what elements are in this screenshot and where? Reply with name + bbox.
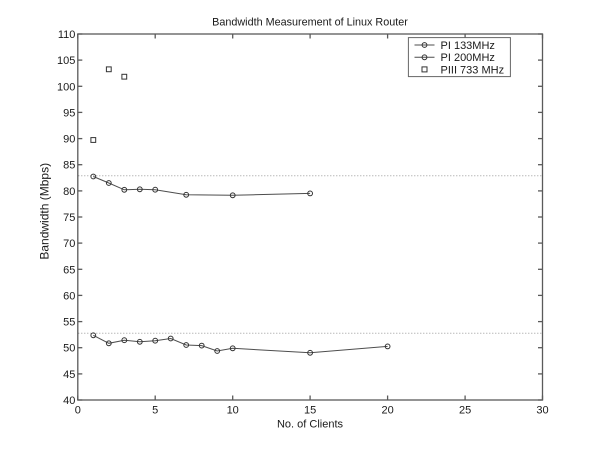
- svg-text:No. of Clients: No. of Clients: [277, 419, 344, 431]
- svg-text:95: 95: [63, 107, 75, 119]
- svg-text:100: 100: [57, 81, 75, 93]
- svg-text:5: 5: [152, 405, 158, 417]
- svg-text:PIII 733 MHz: PIII 733 MHz: [441, 64, 505, 76]
- svg-text:85: 85: [63, 160, 75, 172]
- svg-text:PI 133MHz: PI 133MHz: [441, 40, 495, 52]
- svg-text:20: 20: [381, 405, 393, 417]
- svg-text:110: 110: [58, 29, 76, 41]
- svg-text:65: 65: [63, 264, 75, 276]
- svg-text:60: 60: [63, 290, 75, 302]
- svg-text:105: 105: [57, 55, 75, 67]
- svg-text:40: 40: [63, 395, 75, 407]
- svg-text:45: 45: [63, 369, 75, 381]
- svg-text:50: 50: [63, 343, 75, 355]
- svg-text:80: 80: [63, 186, 75, 198]
- svg-text:30: 30: [536, 405, 548, 417]
- svg-text:70: 70: [63, 238, 75, 250]
- svg-text:15: 15: [304, 405, 316, 417]
- svg-text:90: 90: [63, 134, 75, 146]
- svg-text:Bandwidth (Mbps): Bandwidth (Mbps): [37, 163, 51, 260]
- svg-text:Bandwidth Measurement of Linux: Bandwidth Measurement of Linux Router: [212, 17, 408, 29]
- svg-text:55: 55: [63, 317, 75, 329]
- svg-text:25: 25: [459, 405, 471, 417]
- svg-text:0: 0: [75, 405, 81, 417]
- svg-text:75: 75: [63, 212, 75, 224]
- svg-text:PI 200MHz: PI 200MHz: [441, 52, 495, 64]
- svg-text:10: 10: [227, 405, 239, 417]
